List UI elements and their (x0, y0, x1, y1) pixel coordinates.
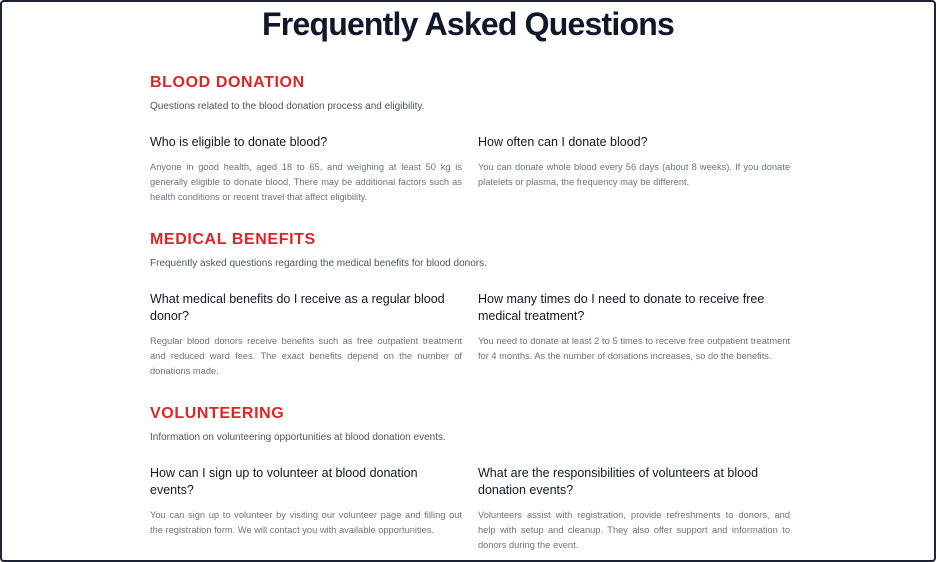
section-description: Frequently asked questions regarding the… (150, 258, 487, 269)
section-title: MEDICAL BENEFITS (150, 231, 316, 248)
faq-answer: You can sign up to volunteer by visiting… (150, 510, 462, 535)
section-volunteering: VOLUNTEERING Information on volunteering… (150, 403, 790, 553)
faq-grid: What medical benefits do I receive as a … (150, 291, 790, 379)
faq-question: What medical benefits do I receive as a … (150, 292, 445, 323)
faq-answer: Regular blood donors receive benefits su… (150, 336, 462, 376)
page-title: Frequently Asked Questions (262, 6, 675, 42)
section-blood-donation: BLOOD DONATION Questions related to the … (150, 72, 790, 205)
faq-answer: Anyone in good health, aged 18 to 65, an… (150, 162, 462, 202)
faq-question: How many times do I need to donate to re… (478, 292, 765, 323)
faq-item: What are the responsibilities of volunte… (478, 465, 790, 553)
faq-answer: Volunteers assist with registration, pro… (478, 510, 790, 550)
faq-item: How often can I donate blood? You can do… (478, 134, 790, 205)
faq-question: Who is eligible to donate blood? (150, 135, 328, 149)
section-title: BLOOD DONATION (150, 74, 305, 91)
faq-answer: You need to donate at least 2 to 5 times… (478, 336, 790, 361)
faq-item: How many times do I need to donate to re… (478, 291, 790, 379)
faq-grid: Who is eligible to donate blood? Anyone … (150, 134, 790, 205)
faq-item: How can I sign up to volunteer at blood … (150, 465, 462, 553)
section-title: VOLUNTEERING (150, 405, 285, 422)
faq-item: What medical benefits do I receive as a … (150, 291, 462, 379)
faq-grid: How can I sign up to volunteer at blood … (150, 465, 790, 553)
section-description: Information on volunteering opportunitie… (150, 432, 446, 443)
section-description: Questions related to the blood donation … (150, 101, 425, 112)
section-medical-benefits: MEDICAL BENEFITS Frequently asked questi… (150, 229, 790, 379)
faq-item: Who is eligible to donate blood? Anyone … (150, 134, 462, 205)
faq-question: What are the responsibilities of volunte… (478, 466, 759, 497)
faq-answer: You can donate whole blood every 56 days… (478, 162, 790, 187)
faq-question: How can I sign up to volunteer at blood … (150, 466, 418, 497)
faq-question: How often can I donate blood? (478, 135, 648, 149)
